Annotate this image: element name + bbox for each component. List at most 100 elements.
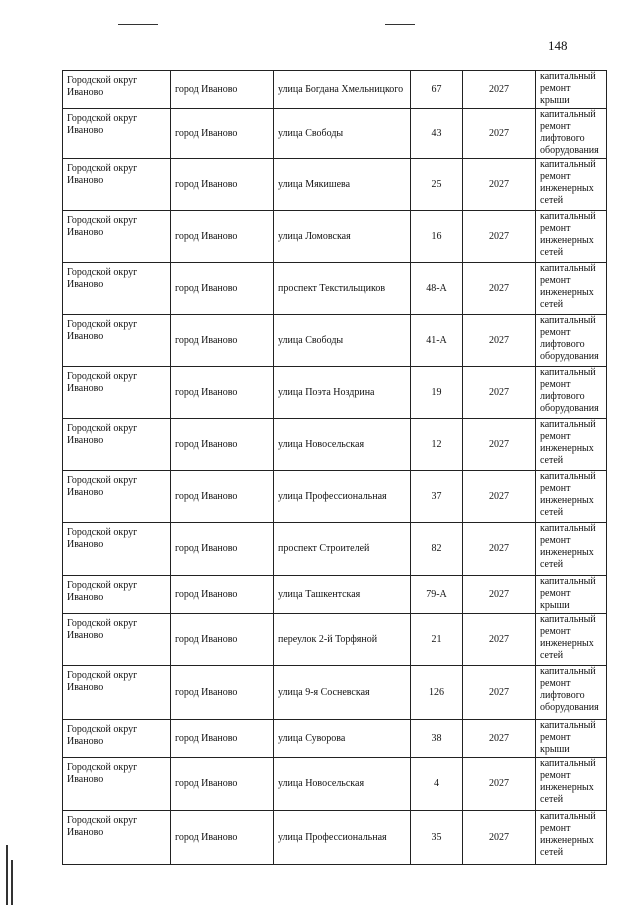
house-number-cell: 67: [410, 70, 463, 109]
scan-mark: [118, 24, 158, 25]
city-cell: город Иваново: [170, 158, 274, 211]
house-number-cell: 35: [410, 810, 463, 865]
work-type-cell: капитальный ремонт инженерных сетей: [535, 522, 607, 576]
year-cell: 2027: [462, 719, 536, 758]
municipality-cell: Городской округ Иваново: [62, 575, 171, 614]
page-number: 148: [548, 38, 568, 53]
table-row: Городской округ Иваново город Иваново прос…: [62, 262, 607, 315]
work-type-cell: капитальный ремонт инженерных сетей: [535, 210, 607, 263]
municipality-cell: Городской округ Иваново: [62, 314, 171, 367]
street-cell: улица Ташкентская: [273, 575, 411, 614]
house-number-cell: 79-А: [410, 575, 463, 614]
work-type-cell: капитальный ремонт инженерных сетей: [535, 470, 607, 523]
street-cell: улица Богдана Хмельницкого: [273, 70, 411, 109]
street-cell: улица Ломовская: [273, 210, 411, 263]
city-cell: город Иваново: [170, 418, 274, 471]
house-number-cell: 37: [410, 470, 463, 523]
street-cell: переулок 2-й Торфяной: [273, 613, 411, 666]
work-type-cell: капитальный ремонт инженерных сетей: [535, 418, 607, 471]
year-cell: 2027: [462, 366, 536, 419]
work-type-cell: капитальный ремонт крыши: [535, 575, 607, 614]
city-cell: город Иваново: [170, 314, 274, 367]
street-cell: улица Мякишева: [273, 158, 411, 211]
work-type-cell: капитальный ремонт инженерных сетей: [535, 613, 607, 666]
work-type-cell: капитальный ремонт лифтового оборудовани…: [535, 366, 607, 419]
street-cell: проспект Строителей: [273, 522, 411, 576]
municipality-cell: Городской округ Иваново: [62, 522, 171, 576]
year-cell: 2027: [462, 262, 536, 315]
year-cell: 2027: [462, 575, 536, 614]
municipality-cell: Городской округ Иваново: [62, 366, 171, 419]
table-row: Городской округ Иваново город Иваново улиц…: [62, 158, 607, 211]
street-cell: улица Новосельская: [273, 757, 411, 811]
year-cell: 2027: [462, 810, 536, 865]
city-cell: город Иваново: [170, 262, 274, 315]
city-cell: город Иваново: [170, 70, 274, 109]
municipality-cell: Городской округ Иваново: [62, 757, 171, 811]
table-row: Городской округ Иваново город Иваново улиц…: [62, 470, 607, 523]
street-cell: улица 9-я Сосневская: [273, 665, 411, 720]
city-cell: город Иваново: [170, 757, 274, 811]
city-cell: город Иваново: [170, 522, 274, 576]
year-cell: 2027: [462, 418, 536, 471]
municipality-cell: Городской округ Иваново: [62, 108, 171, 159]
street-cell: проспект Текстильщиков: [273, 262, 411, 315]
municipality-cell: Городской округ Иваново: [62, 470, 171, 523]
work-type-cell: капитальный ремонт инженерных сетей: [535, 757, 607, 811]
work-type-cell: капитальный ремонт лифтового оборудовани…: [535, 108, 607, 159]
scan-mark: [6, 845, 8, 905]
table-row: Городской округ Иваново город Иваново улиц…: [62, 418, 607, 471]
table-row: Городской округ Иваново город Иваново улиц…: [62, 810, 607, 865]
year-cell: 2027: [462, 522, 536, 576]
city-cell: город Иваново: [170, 575, 274, 614]
work-type-cell: капитальный ремонт инженерных сетей: [535, 262, 607, 315]
year-cell: 2027: [462, 158, 536, 211]
municipality-cell: Городской округ Иваново: [62, 719, 171, 758]
city-cell: город Иваново: [170, 719, 274, 758]
municipality-cell: Городской округ Иваново: [62, 810, 171, 865]
table-row: Городской округ Иваново город Иваново улиц…: [62, 719, 607, 758]
work-type-cell: капитальный ремонт инженерных сетей: [535, 158, 607, 211]
street-cell: улица Профессиональная: [273, 470, 411, 523]
table-row: Городской округ Иваново город Иваново улиц…: [62, 108, 607, 159]
year-cell: 2027: [462, 757, 536, 811]
municipality-cell: Городской округ Иваново: [62, 665, 171, 720]
street-cell: улица Поэта Ноздрина: [273, 366, 411, 419]
table-row: Городской округ Иваново город Иваново улиц…: [62, 366, 607, 419]
municipality-cell: Городской округ Иваново: [62, 262, 171, 315]
house-number-cell: 126: [410, 665, 463, 720]
year-cell: 2027: [462, 613, 536, 666]
house-number-cell: 41-А: [410, 314, 463, 367]
work-type-cell: капитальный ремонт инженерных сетей: [535, 810, 607, 865]
city-cell: город Иваново: [170, 470, 274, 523]
table-row: Городской округ Иваново город Иваново улиц…: [62, 70, 607, 109]
city-cell: город Иваново: [170, 108, 274, 159]
work-type-cell: капитальный ремонт крыши: [535, 719, 607, 758]
year-cell: 2027: [462, 470, 536, 523]
city-cell: город Иваново: [170, 366, 274, 419]
table-row: Городской округ Иваново город Иваново пере…: [62, 613, 607, 666]
table-row: Городской округ Иваново город Иваново улиц…: [62, 665, 607, 720]
table-row: Городской округ Иваново город Иваново улиц…: [62, 314, 607, 367]
house-number-cell: 82: [410, 522, 463, 576]
year-cell: 2027: [462, 314, 536, 367]
municipality-cell: Городской округ Иваново: [62, 70, 171, 109]
municipality-cell: Городской округ Иваново: [62, 418, 171, 471]
work-type-cell: капитальный ремонт лифтового оборудовани…: [535, 314, 607, 367]
table-row: Городской округ Иваново город Иваново улиц…: [62, 575, 607, 614]
scan-mark: [385, 24, 415, 25]
year-cell: 2027: [462, 665, 536, 720]
house-number-cell: 43: [410, 108, 463, 159]
house-number-cell: 12: [410, 418, 463, 471]
street-cell: улица Свободы: [273, 108, 411, 159]
city-cell: город Иваново: [170, 210, 274, 263]
table-row: Городской округ Иваново город Иваново улиц…: [62, 757, 607, 811]
city-cell: город Иваново: [170, 810, 274, 865]
house-number-cell: 19: [410, 366, 463, 419]
work-type-cell: капитальный ремонт крыши: [535, 70, 607, 109]
house-number-cell: 48-А: [410, 262, 463, 315]
street-cell: улица Суворова: [273, 719, 411, 758]
year-cell: 2027: [462, 108, 536, 159]
scan-mark: [11, 860, 13, 905]
